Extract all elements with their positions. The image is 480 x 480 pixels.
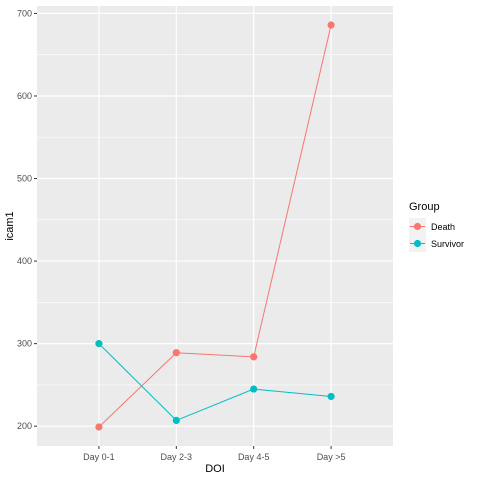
y-tick-label: 600	[17, 91, 32, 101]
legend-point-death	[413, 222, 422, 231]
x-tick-label: Day >5	[317, 452, 346, 462]
legend: Group Death Survivor	[409, 201, 464, 252]
x-axis-title: DOI	[205, 463, 225, 475]
plot-panel	[37, 6, 393, 446]
x-tick-label: Day 4-5	[238, 452, 270, 462]
y-axis-title: icam1	[4, 211, 16, 240]
y-tick-label: 700	[17, 8, 32, 18]
legend-label-survivor: Survivor	[431, 239, 464, 249]
minor-gridlines	[37, 54, 393, 386]
y-tick-label: 300	[17, 339, 32, 349]
series-points	[95, 21, 335, 431]
y-axis-ticks: 200 300 400 500 600 700	[17, 8, 37, 431]
legend-point-survivor	[413, 239, 422, 248]
y-tick-label: 500	[17, 174, 32, 184]
data-point-survivor	[95, 340, 103, 348]
data-point-death	[172, 349, 180, 357]
legend-items: Death Survivor	[409, 218, 464, 252]
x-tick-label: Day 2-3	[161, 452, 193, 462]
data-point-death	[95, 423, 103, 431]
data-point-death	[250, 353, 258, 361]
series-lines	[98, 24, 332, 428]
series-line-death	[98, 24, 332, 428]
data-point-death	[327, 21, 335, 29]
legend-title: Group	[409, 201, 440, 213]
data-point-survivor	[250, 385, 258, 393]
x-axis-ticks: Day 0-1 Day 2-3 Day 4-5 Day >5	[83, 446, 345, 462]
legend-label-death: Death	[431, 222, 455, 232]
data-point-survivor	[172, 416, 180, 425]
y-tick-label: 400	[17, 256, 32, 266]
series-line-survivor	[98, 343, 332, 421]
y-tick-label: 200	[17, 421, 32, 431]
data-point-survivor	[327, 392, 335, 401]
x-tick-label: Day 0-1	[83, 452, 115, 462]
